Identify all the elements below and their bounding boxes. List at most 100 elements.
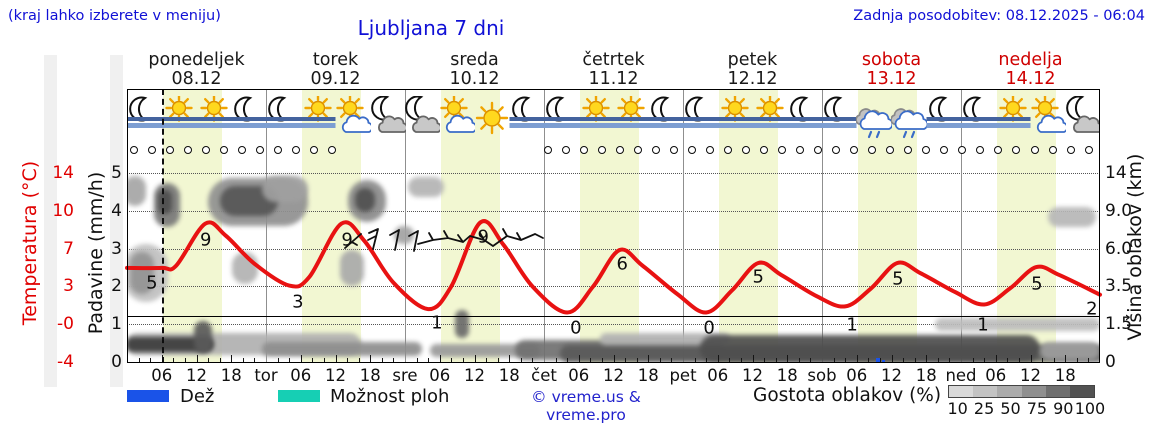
weather-icon-sun-fog	[578, 94, 614, 140]
day-name: ponedeljek	[148, 50, 245, 70]
x-axis-tick	[995, 355, 997, 362]
x-axis-tick	[903, 358, 905, 362]
x-axis-tick	[717, 355, 719, 362]
cloud-scale-value: 75	[1026, 399, 1048, 418]
x-axis-tick	[833, 358, 835, 362]
temperature-value-label: 9	[341, 229, 353, 251]
x-axis-tick	[231, 355, 233, 362]
wind-calm-circle	[994, 146, 1003, 154]
wind-calm-circle	[580, 146, 588, 154]
weather-icon-sun-fog	[161, 94, 197, 140]
day-date: 11.12	[588, 69, 639, 89]
x-axis-tick	[462, 358, 464, 362]
x-axis-day-label: ned	[945, 366, 977, 385]
x-axis-tick	[1076, 358, 1078, 362]
cloud-density-label: Gostota oblakov (%)	[753, 385, 942, 406]
day-name: četrtek	[582, 50, 645, 70]
wind-calm-circle	[291, 146, 300, 154]
x-axis-tick	[740, 358, 742, 362]
weather-icon-moon-cloud	[370, 95, 408, 140]
weather-icon-moon-fog	[787, 96, 823, 140]
weather-icon-sun-cloud	[335, 94, 373, 140]
weather-icon-moon-fog	[682, 96, 718, 140]
wind-calm-circle	[868, 146, 877, 154]
weather-icon-sun-cloud	[439, 94, 478, 140]
x-axis-hour-label: 18	[637, 366, 659, 385]
temperature-value-label: 3	[292, 291, 304, 313]
x-axis-tick	[567, 358, 569, 362]
wind-calm-circle	[273, 146, 282, 154]
cloud-axis-tick: 0	[1105, 352, 1116, 372]
day-date: 10.12	[449, 69, 500, 89]
weather-icon-moon-cloud	[404, 95, 443, 140]
x-axis-tick	[555, 358, 557, 362]
temp-axis-tick: 3	[63, 276, 74, 297]
x-axis-tick	[1030, 355, 1032, 362]
temp-axis-tick: 7	[63, 238, 74, 259]
cloud-scale-segment	[1045, 386, 1071, 397]
gridline	[127, 173, 1100, 174]
wind-calm-circle	[237, 146, 246, 154]
wind-calm-circle	[976, 146, 985, 154]
temperature-value-label: 5	[146, 272, 158, 294]
x-axis-tick	[694, 358, 696, 362]
x-axis-tick	[590, 358, 592, 362]
wind-calm-circle	[183, 146, 192, 154]
cloud-scale-value: 50	[1000, 399, 1021, 418]
weather-icon-moon-fog	[509, 96, 545, 140]
temperature-value-label: 1	[977, 314, 989, 336]
cloud-scale-segment	[949, 386, 974, 397]
cloud-blob	[700, 335, 1040, 362]
x-axis-tick	[868, 358, 870, 362]
cloud-blob	[1040, 342, 1100, 360]
page-title: Ljubljana 7 dni	[357, 16, 505, 40]
plot-area	[127, 89, 1100, 363]
x-axis-tick	[509, 355, 511, 362]
cloud-blob	[1048, 207, 1096, 227]
x-axis-tick	[416, 358, 418, 362]
cloud-blob	[455, 310, 469, 338]
copyright-link[interactable]: © vreme.us & vreme.pro	[531, 388, 641, 424]
x-axis-tick	[196, 355, 198, 362]
wind-calm-circle	[561, 146, 570, 154]
x-axis-tick	[856, 355, 858, 362]
wind-calm-circle	[616, 146, 625, 154]
weather-icon-sun-fog	[995, 94, 1031, 140]
wind-calm-circle	[796, 146, 805, 154]
x-axis-tick	[636, 358, 638, 362]
x-axis-hour-label: 18	[359, 366, 381, 385]
weather-icon-moon-fog	[231, 96, 267, 140]
background-strip	[44, 55, 57, 387]
x-axis-tick	[1088, 358, 1090, 362]
current-time-line	[161, 89, 164, 363]
x-axis-tick	[729, 358, 731, 362]
x-axis-day-label: tor	[254, 366, 278, 385]
x-axis-tick	[891, 355, 893, 362]
x-axis-day-label: sob	[807, 366, 837, 385]
day-name: torek	[312, 50, 359, 70]
x-axis-tick	[1065, 355, 1067, 362]
wind-calm-circle	[1066, 146, 1075, 154]
day-date: 08.12	[171, 69, 222, 89]
x-axis-day-label: čet	[531, 366, 557, 385]
x-axis-tick	[1018, 358, 1020, 362]
cloud-blob	[408, 177, 444, 197]
x-axis-tick	[358, 358, 360, 362]
weather-icon-sun-cloud	[1030, 94, 1068, 140]
wind-calm-circle	[688, 146, 697, 154]
weather-icon-moon-fog	[821, 96, 857, 140]
cloud-blob	[394, 226, 414, 244]
x-axis-tick	[937, 358, 939, 362]
precip-axis-tick: 4	[111, 200, 122, 221]
x-axis-tick	[787, 355, 789, 362]
wind-calm-circle	[598, 146, 607, 154]
x-axis-tick	[798, 358, 800, 362]
cloud-scale-segment	[973, 386, 998, 397]
wind-calm-circle	[327, 146, 336, 154]
x-axis-tick	[1042, 358, 1044, 362]
temp-axis-tick: 10	[52, 200, 74, 221]
x-axis-tick	[659, 358, 661, 362]
day-date: 13.12	[866, 69, 917, 89]
wind-calm-circle	[543, 146, 552, 154]
x-axis-day-label: pet	[669, 366, 697, 385]
